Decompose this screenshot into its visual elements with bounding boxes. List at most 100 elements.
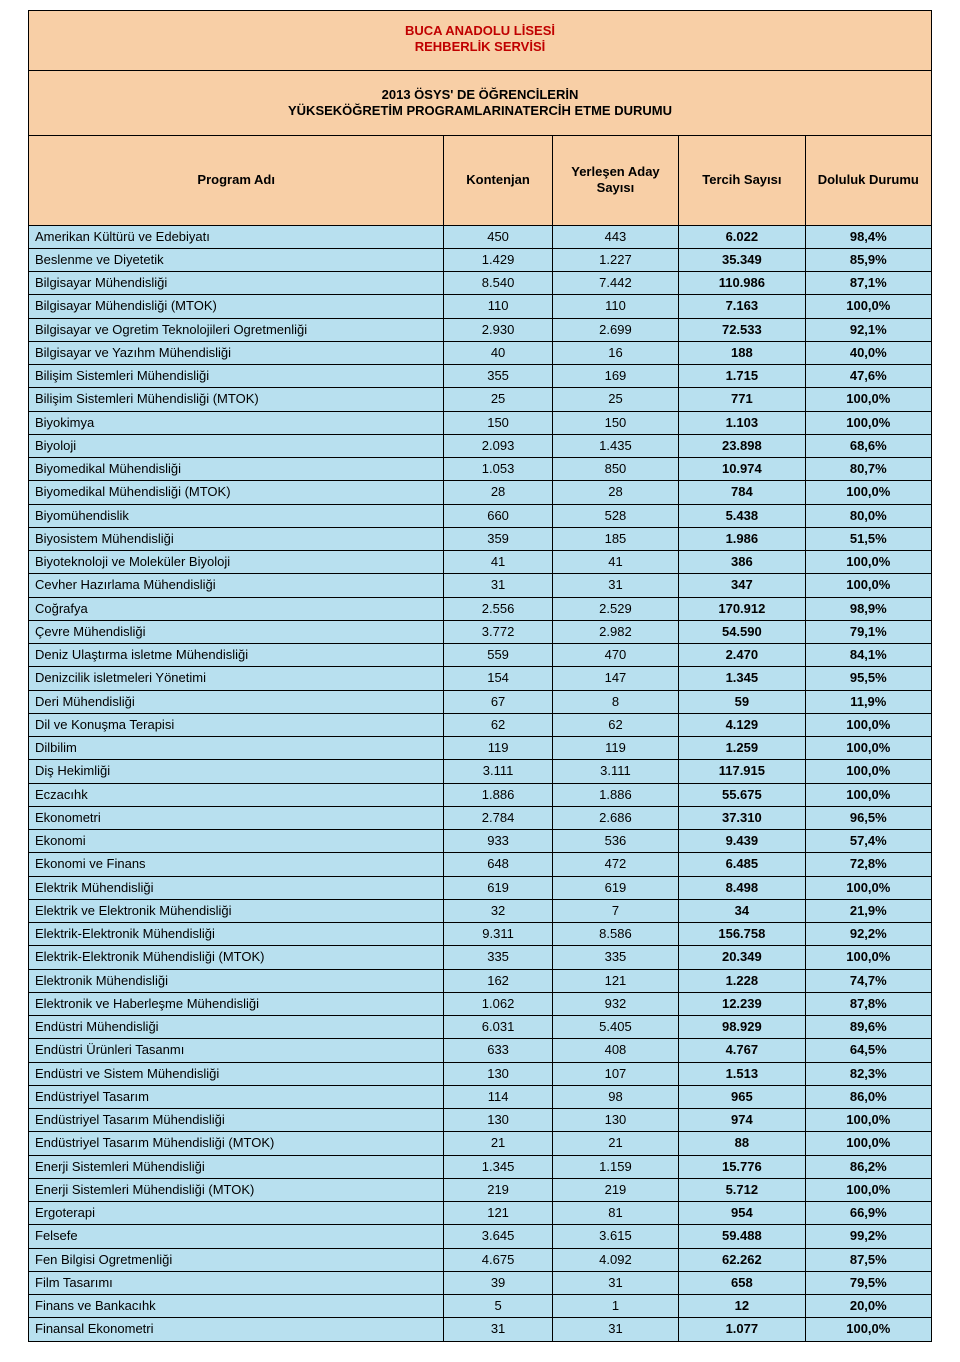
table-row: Diş Hekimliği3.1113.111117.915100,0% <box>29 760 932 783</box>
table-cell: 80,7% <box>805 458 931 481</box>
col-header-program: Program Adı <box>29 136 444 226</box>
table-cell: 100,0% <box>805 876 931 899</box>
table-cell: 110 <box>552 295 678 318</box>
table-cell: 150 <box>444 411 552 434</box>
table-cell: 8.540 <box>444 272 552 295</box>
table-cell: Beslenme ve Diyetetik <box>29 248 444 271</box>
table-cell: 51,5% <box>805 527 931 550</box>
table-cell: 8.498 <box>679 876 805 899</box>
table-row: Ergoterapi1218195466,9% <box>29 1202 932 1225</box>
table-cell: 156.758 <box>679 923 805 946</box>
table-cell: 1.715 <box>679 365 805 388</box>
table-cell: 8 <box>552 690 678 713</box>
table-cell: Bilgisayar Mühendisliği (MTOK) <box>29 295 444 318</box>
table-cell: 55.675 <box>679 783 805 806</box>
table-cell: 784 <box>679 481 805 504</box>
table-cell: Fen Bilgisi Ogretmenliği <box>29 1248 444 1271</box>
table-cell: Elektrik Mühendisliği <box>29 876 444 899</box>
table-cell: 6.031 <box>444 1016 552 1039</box>
table-cell: 2.093 <box>444 434 552 457</box>
table-cell: 121 <box>444 1202 552 1225</box>
table-cell: 62 <box>444 713 552 736</box>
table-cell: Enerji Sistemleri Mühendisliği <box>29 1155 444 1178</box>
table-cell: Deri Mühendisliği <box>29 690 444 713</box>
table-cell: 39 <box>444 1271 552 1294</box>
table-row: Beslenme ve Diyetetik1.4291.22735.34985,… <box>29 248 932 271</box>
table-cell: 4.767 <box>679 1039 805 1062</box>
table-cell: 66,9% <box>805 1202 931 1225</box>
table-cell: Deniz Ulaştırma isletme Mühendisliği <box>29 644 444 667</box>
table-row: Finansal Ekonometri31311.077100,0% <box>29 1318 932 1341</box>
table-row: Bilgisayar Mühendisliği (MTOK)1101107.16… <box>29 295 932 318</box>
table-cell: 1.886 <box>552 783 678 806</box>
table-cell: 107 <box>552 1062 678 1085</box>
table-cell: 100,0% <box>805 388 931 411</box>
table-cell: 648 <box>444 853 552 876</box>
table-cell: 7.442 <box>552 272 678 295</box>
table-cell: 100,0% <box>805 574 931 597</box>
table-cell: 79,1% <box>805 620 931 643</box>
table-cell: Bilgisayar Mühendisliği <box>29 272 444 295</box>
table-cell: 21,9% <box>805 899 931 922</box>
table-row: Coğrafya2.5562.529170.91298,9% <box>29 597 932 620</box>
table-cell: 5.712 <box>679 1178 805 1201</box>
table-cell: 62.262 <box>679 1248 805 1271</box>
table-cell: 528 <box>552 504 678 527</box>
table-cell: 10.974 <box>679 458 805 481</box>
table-cell: 96,5% <box>805 806 931 829</box>
table-cell: 1.103 <box>679 411 805 434</box>
table-cell: 2.470 <box>679 644 805 667</box>
table-cell: Denizcilik isletmeleri Yönetimi <box>29 667 444 690</box>
table-cell: 4.129 <box>679 713 805 736</box>
table-cell: 335 <box>552 946 678 969</box>
table-cell: Elektrik-Elektronik Mühendisliği (MTOK) <box>29 946 444 969</box>
table-cell: 57,4% <box>805 830 931 853</box>
table-cell: Elektrik ve Elektronik Mühendisliği <box>29 899 444 922</box>
table-cell: 5.438 <box>679 504 805 527</box>
table-cell: 21 <box>552 1132 678 1155</box>
table-cell: 59.488 <box>679 1225 805 1248</box>
table-cell: 88 <box>679 1132 805 1155</box>
subtitle-line2: YÜKSEKÖĞRETİM PROGRAMLARINATERCİH ETME D… <box>288 103 672 118</box>
table-cell: 100,0% <box>805 295 931 318</box>
table-cell: 31 <box>552 1271 678 1294</box>
table-cell: 619 <box>552 876 678 899</box>
table-row: Dilbilim1191191.259100,0% <box>29 737 932 760</box>
table-row: Eczacıhk1.8861.88655.675100,0% <box>29 783 932 806</box>
table-cell: 443 <box>552 225 678 248</box>
table-cell: 54.590 <box>679 620 805 643</box>
table-cell: Biyomedikal Mühendisliği <box>29 458 444 481</box>
table-cell: 1.077 <box>679 1318 805 1341</box>
table-cell: 35.349 <box>679 248 805 271</box>
table-cell: 31 <box>444 574 552 597</box>
table-row: Elektrik-Elektronik Mühendisliği (MTOK) 3… <box>29 946 932 969</box>
table-cell: 2.982 <box>552 620 678 643</box>
table-cell: 633 <box>444 1039 552 1062</box>
table-cell: Endüstri Mühendisliği <box>29 1016 444 1039</box>
table-cell: 954 <box>679 1202 805 1225</box>
table-row: Biyokimya1501501.103100,0% <box>29 411 932 434</box>
table-row: Dil ve Konuşma Terapisi62624.129100,0% <box>29 713 932 736</box>
table-cell: 100,0% <box>805 481 931 504</box>
table-cell: 470 <box>552 644 678 667</box>
table-cell: 100,0% <box>805 1178 931 1201</box>
table-cell: 559 <box>444 644 552 667</box>
table-cell: 119 <box>552 737 678 760</box>
table-cell: 2.930 <box>444 318 552 341</box>
table-cell: 100,0% <box>805 551 931 574</box>
table-cell: 64,5% <box>805 1039 931 1062</box>
table-cell: 86,2% <box>805 1155 931 1178</box>
table-cell: 7 <box>552 899 678 922</box>
table-cell: 82,3% <box>805 1062 931 1085</box>
table-cell: 23.898 <box>679 434 805 457</box>
table-cell: 100,0% <box>805 1318 931 1341</box>
table-cell: 147 <box>552 667 678 690</box>
table-cell: 31 <box>552 1318 678 1341</box>
table-cell: 41 <box>552 551 678 574</box>
table-cell: 1.429 <box>444 248 552 271</box>
title-row: BUCA ANADOLU LİSESİ REHBERLİK SERVİSİ <box>29 11 932 71</box>
table-row: Elektronik ve Haberleşme Mühendisliği1.0… <box>29 992 932 1015</box>
table-cell: Ergoterapi <box>29 1202 444 1225</box>
table-row: Ekonometri2.7842.68637.31096,5% <box>29 806 932 829</box>
table-cell: 355 <box>444 365 552 388</box>
